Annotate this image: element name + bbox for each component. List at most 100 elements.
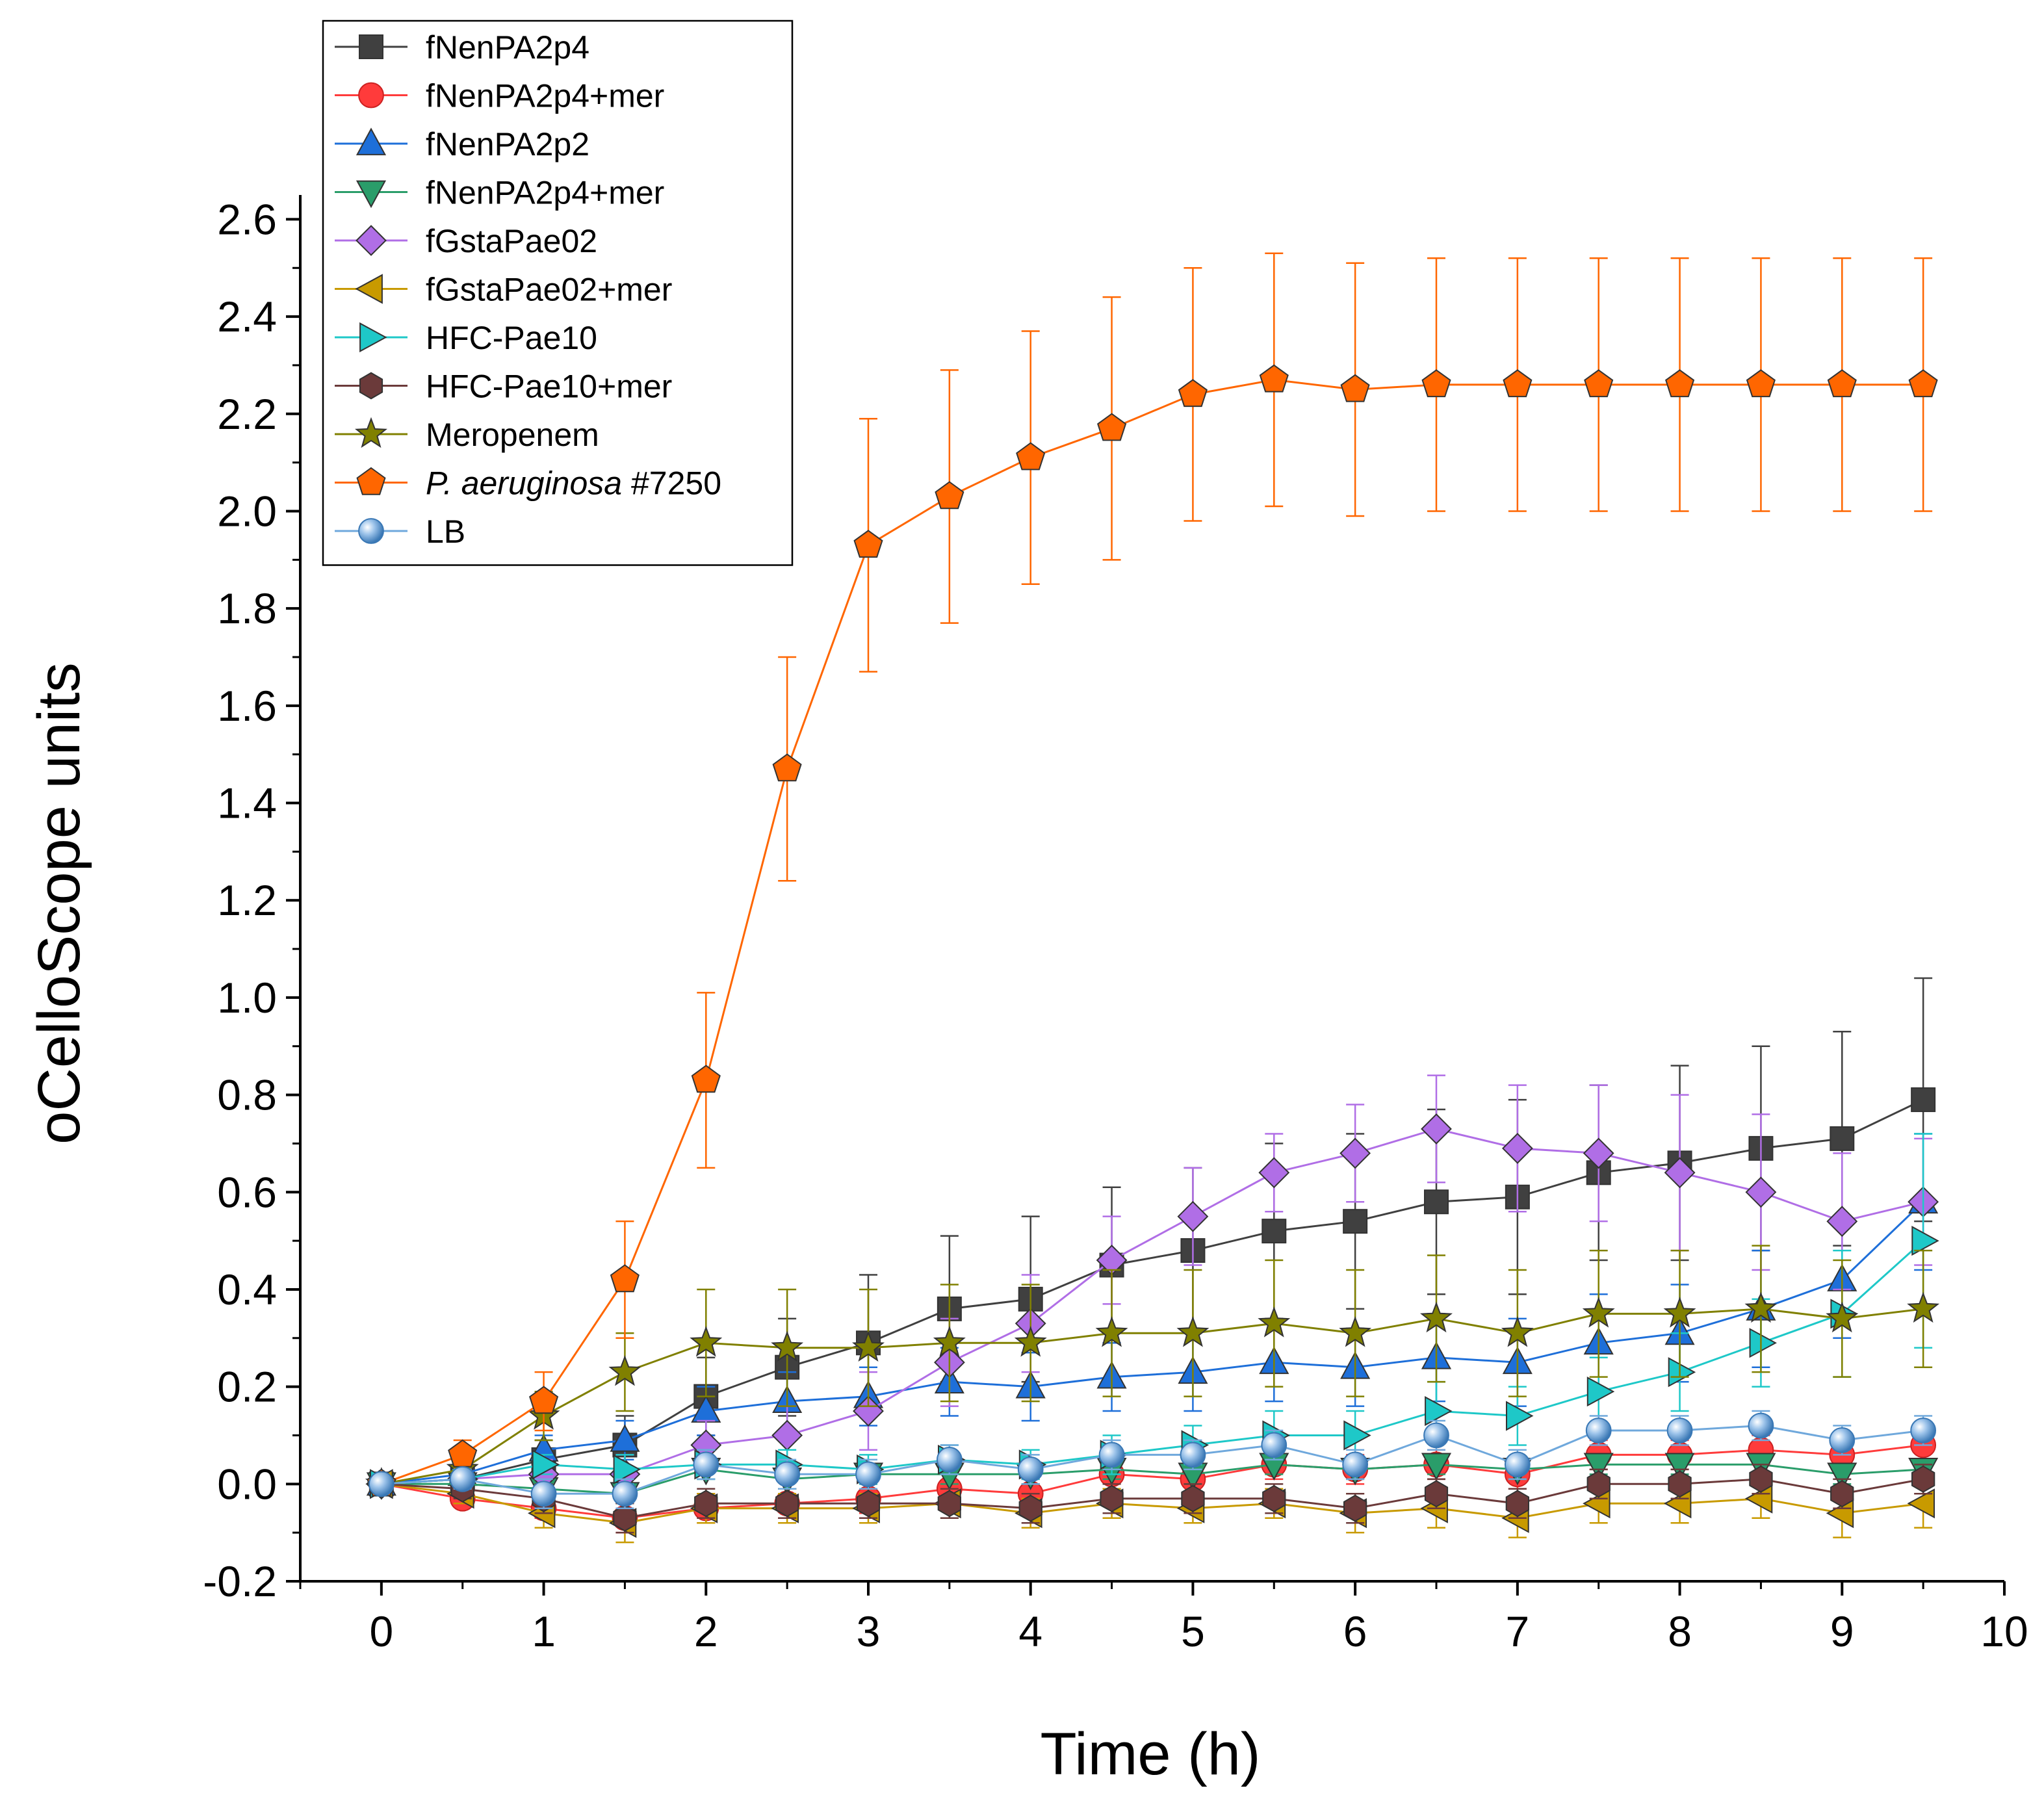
data-point [1501, 1132, 1533, 1164]
data-point [1506, 1401, 1534, 1431]
data-point [1420, 1301, 1453, 1333]
data-point [1664, 1157, 1696, 1189]
y-tick-label: 2.6 [217, 195, 277, 243]
data-point [612, 1481, 638, 1507]
data-point [1910, 1417, 1937, 1443]
data-point [937, 1490, 961, 1518]
data-point [1583, 1453, 1614, 1481]
y-tick-label: 1.0 [217, 974, 277, 1022]
data-point [1907, 1488, 1935, 1519]
data-point [1827, 1462, 1857, 1490]
y-tick-label: 1.6 [217, 682, 277, 730]
x-axis-title: Time (h) [1040, 1721, 1260, 1787]
data-point [693, 1451, 719, 1478]
legend-item: Meropenem [335, 417, 599, 453]
data-point [1582, 1297, 1615, 1328]
legend-label: fNenPA2p4+mer [426, 78, 664, 114]
data-point [1501, 1316, 1534, 1347]
data-point [1100, 1484, 1124, 1512]
y-tick-label: 0.2 [217, 1363, 277, 1411]
data-point [1343, 1209, 1368, 1234]
data-point [1176, 1316, 1210, 1347]
data-point [1586, 1470, 1611, 1498]
data-point [1014, 1326, 1047, 1357]
data-point [1830, 1126, 1855, 1151]
data-point [691, 1065, 721, 1093]
data-point [1181, 1484, 1205, 1512]
data-point [1018, 1494, 1042, 1522]
y-tick-label: 2.0 [217, 487, 277, 535]
legend-label: fGstaPae02 [426, 223, 597, 259]
data-point [1748, 1412, 1774, 1439]
data-point [608, 1354, 641, 1386]
y-tick-label: 0.8 [217, 1071, 277, 1119]
data-point [1178, 379, 1208, 408]
legend-marker [356, 225, 387, 256]
data-point [1180, 1442, 1206, 1468]
data-point [853, 530, 883, 558]
data-point [1503, 369, 1533, 398]
x-tick-label: 0 [369, 1607, 393, 1655]
data-point [529, 1386, 559, 1414]
legend-item: HFC-Pae10 [335, 320, 597, 356]
data-point [1261, 1219, 1287, 1244]
y-tick-label: -0.2 [203, 1557, 277, 1605]
y-axis-title: oCelloScope units [26, 662, 92, 1145]
data-point [1668, 1357, 1696, 1388]
data-point [1342, 1451, 1369, 1478]
data-point [1424, 1480, 1449, 1508]
data-point [1907, 1291, 1940, 1323]
x-tick-label: 8 [1668, 1607, 1692, 1655]
data-point [1095, 1316, 1128, 1347]
legend-label: fNenPA2p2 [426, 126, 589, 162]
data-point [1586, 1377, 1615, 1407]
data-point [1339, 1137, 1371, 1169]
data-point [1177, 1200, 1209, 1232]
data-point [852, 1330, 885, 1362]
data-point [1262, 1484, 1286, 1512]
y-tick-label: 1.4 [217, 779, 277, 827]
data-point [610, 1264, 640, 1293]
data-point [1258, 1157, 1290, 1189]
legend-item: fNenPA2p4 [335, 29, 589, 66]
data-point [532, 1449, 560, 1480]
axes-layer: -0.2 0.0 0.2 0.4 0.6 0.8 1.0 1.2 1.4 1.6 1.8 2.0 2.2… [203, 195, 2028, 1655]
legend-label: HFC-Pae10+mer [426, 369, 672, 405]
data-point [1749, 1465, 1773, 1493]
data-point [1665, 369, 1695, 398]
data-point [610, 1424, 640, 1452]
data-point [1504, 1451, 1531, 1478]
data-point [1505, 1490, 1529, 1518]
data-point [1259, 364, 1289, 393]
data-point [1098, 1442, 1125, 1468]
y-tick-label: 2.2 [217, 390, 277, 438]
x-tick-label: 5 [1181, 1607, 1205, 1655]
legend-label: fNenPA2p4+mer [426, 175, 664, 211]
data-point [1258, 1306, 1291, 1338]
data-point [1911, 1226, 1939, 1256]
data-point [1908, 369, 1938, 398]
data-point [1421, 1113, 1452, 1145]
data-point [1827, 369, 1857, 398]
data-point [1424, 1189, 1449, 1215]
data-point [1746, 369, 1776, 398]
y-tick-label: 0.4 [217, 1265, 277, 1314]
legend-item: LB [335, 513, 465, 550]
data-point [856, 1490, 881, 1518]
data-point [1911, 1465, 1935, 1493]
series-line [381, 1478, 1924, 1520]
legend-marker [355, 274, 383, 304]
legend-label: LB [426, 513, 465, 550]
legend-label: Meropenem [426, 417, 599, 453]
data-point [1585, 1417, 1612, 1443]
legend-marker [359, 34, 383, 59]
data-point [1911, 1087, 1936, 1113]
y-tick-label: 2.4 [217, 292, 277, 341]
data-point [933, 1326, 966, 1357]
y-tick-label: 0.0 [217, 1460, 277, 1508]
legend-label: HFC-Pae10 [426, 320, 597, 356]
data-point [1584, 369, 1614, 398]
data-point [1830, 1480, 1854, 1508]
data-point [1425, 1396, 1453, 1427]
